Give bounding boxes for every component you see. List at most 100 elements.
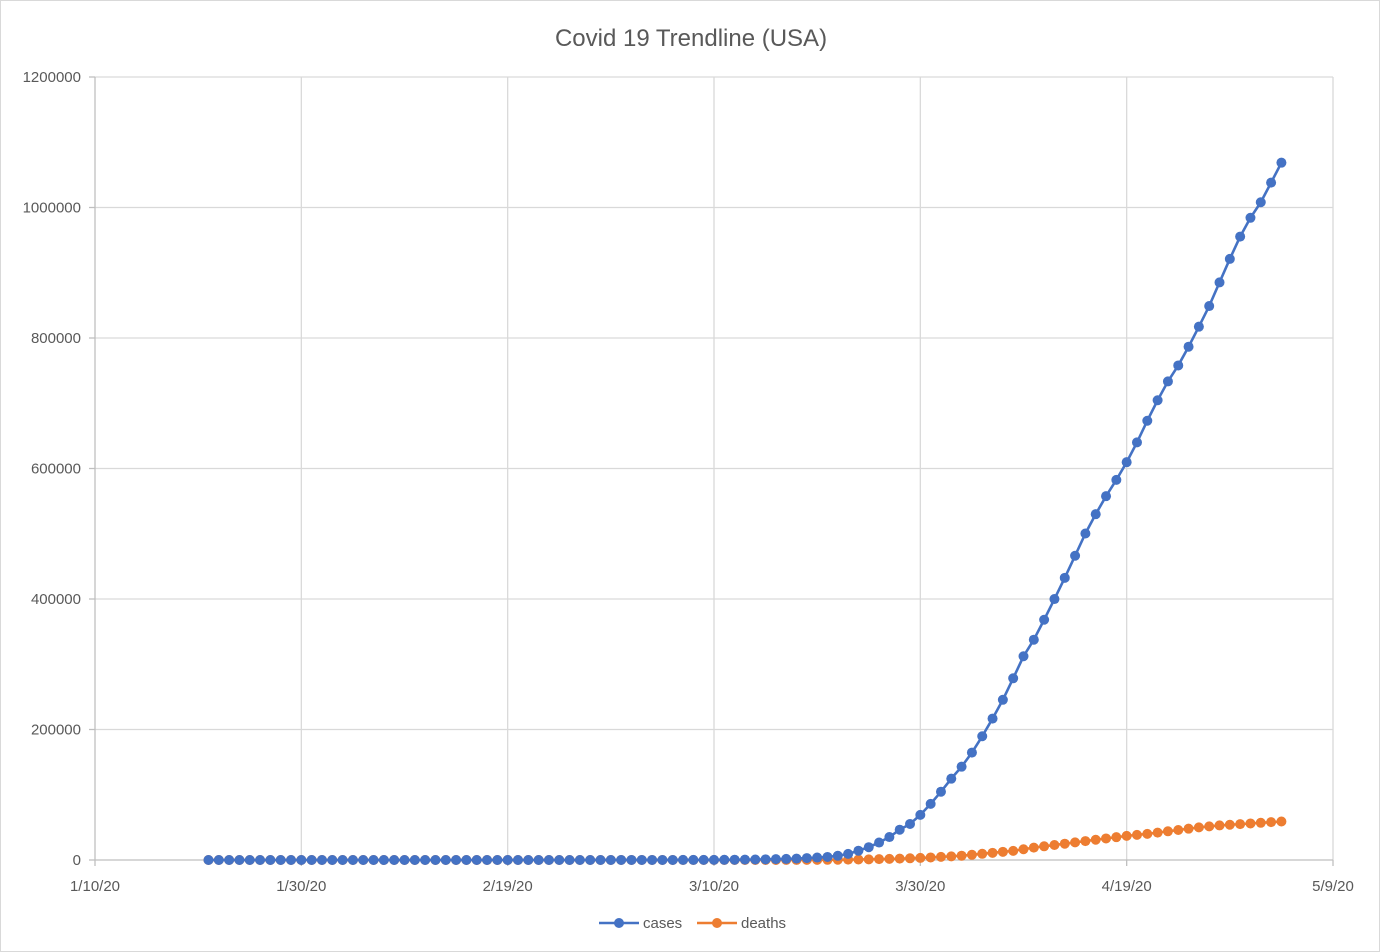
series-layer <box>203 157 1287 865</box>
data-point-cases <box>1235 231 1246 242</box>
data-point-cases <box>234 855 245 865</box>
data-point-deaths <box>874 854 885 865</box>
data-point-cases <box>523 854 534 865</box>
x-tick-label: 5/9/20 <box>1312 878 1354 895</box>
data-point-deaths <box>1173 824 1184 835</box>
data-point-deaths <box>1235 819 1246 830</box>
data-point-cases <box>915 809 926 820</box>
data-point-cases <box>1255 197 1266 208</box>
data-point-cases <box>1018 651 1029 662</box>
data-point-cases <box>636 854 647 865</box>
data-point-cases <box>265 855 276 865</box>
data-point-cases <box>709 854 719 865</box>
y-tick-label: 800000 <box>31 330 81 347</box>
data-point-cases <box>925 798 936 809</box>
data-point-cases <box>1142 415 1153 426</box>
data-point-cases <box>1090 509 1101 520</box>
data-point-cases <box>832 850 843 861</box>
data-point-deaths <box>915 852 926 863</box>
data-point-cases <box>1173 360 1184 371</box>
data-point-deaths <box>894 853 905 864</box>
data-point-cases <box>471 854 482 865</box>
data-point-deaths <box>1183 823 1194 834</box>
data-point-cases <box>1224 253 1235 264</box>
data-point-cases <box>688 854 699 865</box>
data-point-cases <box>1162 376 1173 387</box>
data-point-cases <box>244 855 255 865</box>
data-point-cases <box>977 731 988 742</box>
data-point-cases <box>595 854 606 865</box>
data-point-cases <box>997 694 1008 705</box>
data-point-cases <box>213 855 224 865</box>
data-point-cases <box>492 854 503 865</box>
data-point-deaths <box>905 853 916 864</box>
data-point-cases <box>1008 673 1019 684</box>
data-point-cases <box>770 854 781 865</box>
data-point-deaths <box>1039 841 1050 852</box>
data-point-deaths <box>1101 833 1112 844</box>
data-point-cases <box>1204 301 1215 312</box>
data-point-cases <box>203 855 214 865</box>
data-point-cases <box>667 854 678 865</box>
data-point-cases <box>502 854 513 865</box>
data-point-deaths <box>997 846 1008 857</box>
x-tick-label: 1/10/20 <box>70 878 120 895</box>
legend-marker-cases <box>614 918 624 928</box>
data-point-deaths <box>966 849 977 860</box>
data-point-cases <box>482 854 493 865</box>
data-point-cases <box>781 853 792 864</box>
data-point-cases <box>616 854 627 865</box>
data-point-deaths <box>1276 816 1287 827</box>
data-point-deaths <box>1008 845 1019 856</box>
data-point-cases <box>1101 491 1112 502</box>
data-point-deaths <box>1204 821 1215 832</box>
data-point-cases <box>585 854 596 865</box>
x-tick-label: 3/10/20 <box>689 878 739 895</box>
data-point-cases <box>1152 395 1163 406</box>
data-point-deaths <box>1059 838 1070 849</box>
data-point-cases <box>451 854 462 865</box>
data-point-cases <box>1070 550 1081 561</box>
data-point-deaths <box>1193 822 1204 833</box>
data-point-deaths <box>935 851 946 862</box>
data-point-deaths <box>1255 817 1266 828</box>
data-point-cases <box>533 854 544 865</box>
data-point-deaths <box>1070 837 1081 848</box>
data-point-cases <box>358 854 369 865</box>
data-point-cases <box>739 854 750 865</box>
data-point-deaths <box>956 850 967 861</box>
y-tick-label: 1200000 <box>23 69 81 86</box>
data-point-cases <box>399 854 410 865</box>
data-point-cases <box>812 852 823 863</box>
data-point-cases <box>853 845 864 856</box>
y-tick-label: 400000 <box>31 591 81 608</box>
data-point-cases <box>791 853 802 864</box>
data-point-cases <box>605 854 616 865</box>
data-point-cases <box>224 855 235 865</box>
data-point-cases <box>347 854 358 865</box>
data-point-deaths <box>1224 819 1235 830</box>
data-point-cases <box>1049 594 1060 605</box>
y-tick-label: 0 <box>73 852 81 869</box>
y-tick-label: 200000 <box>31 722 81 739</box>
gridlines <box>95 76 1334 860</box>
data-point-deaths <box>1142 828 1153 839</box>
data-point-cases <box>1039 614 1050 625</box>
data-point-cases <box>306 855 317 865</box>
series-line-deaths <box>208 820 1282 862</box>
data-point-cases <box>554 854 565 865</box>
data-point-cases <box>1131 437 1142 448</box>
data-point-deaths <box>1049 839 1060 850</box>
data-point-cases <box>378 854 389 865</box>
data-point-deaths <box>1162 826 1173 837</box>
data-point-cases <box>760 854 771 865</box>
data-point-deaths <box>1018 844 1029 855</box>
data-point-cases <box>316 854 327 865</box>
data-point-cases <box>1276 157 1287 168</box>
data-point-cases <box>894 824 905 835</box>
chart-title: Covid 19 Trendline (USA) <box>555 25 827 52</box>
data-point-deaths <box>1131 829 1142 840</box>
data-point-cases <box>1080 528 1091 539</box>
data-point-deaths <box>977 848 988 859</box>
data-point-deaths <box>884 853 895 864</box>
